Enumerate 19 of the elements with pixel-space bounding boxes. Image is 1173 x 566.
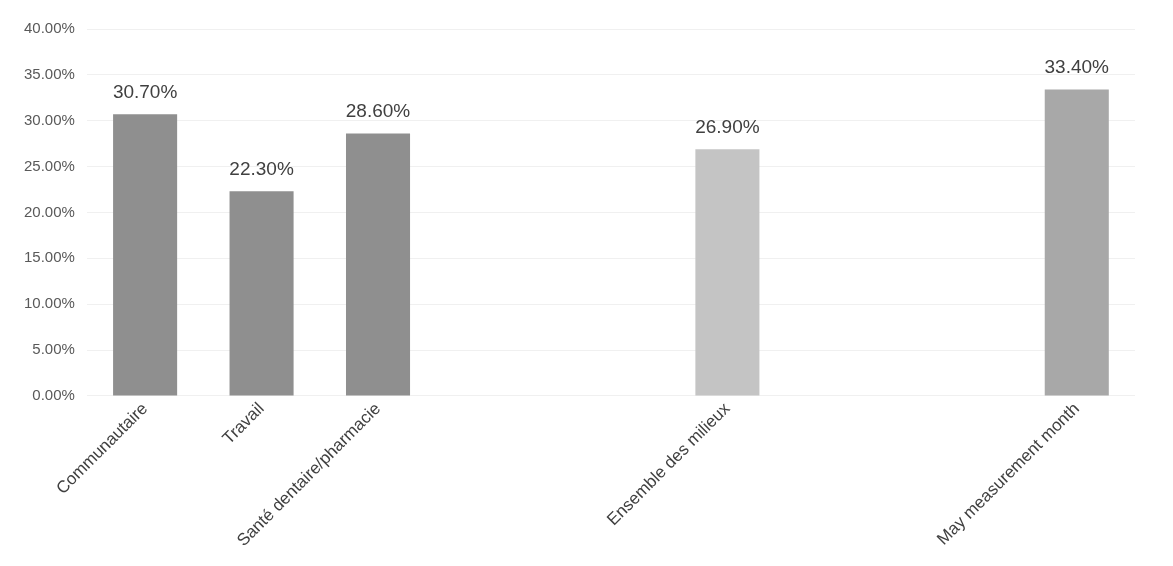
y-tick-label: 30.00%	[24, 110, 75, 128]
bar	[695, 149, 760, 396]
bar	[229, 191, 294, 396]
y-tick-label: 5.00%	[32, 340, 75, 358]
data-label: 30.70%	[112, 81, 178, 103]
bar	[345, 133, 411, 396]
y-tick-label: 0.00%	[32, 386, 75, 404]
y-tick-label: 40.00%	[24, 19, 75, 37]
data-label: 28.60%	[345, 100, 411, 122]
bar	[113, 114, 178, 396]
bar	[1044, 89, 1109, 396]
y-tick-label: 25.00%	[24, 156, 75, 174]
y-tick-label: 10.00%	[24, 294, 75, 312]
y-tick-label: 20.00%	[24, 202, 75, 220]
data-label: 26.90%	[695, 115, 760, 137]
y-tick-label: 35.00%	[24, 65, 75, 83]
data-label: 33.40%	[1044, 56, 1110, 78]
data-label: 22.30%	[229, 158, 294, 180]
y-tick-label: 15.00%	[24, 248, 75, 266]
